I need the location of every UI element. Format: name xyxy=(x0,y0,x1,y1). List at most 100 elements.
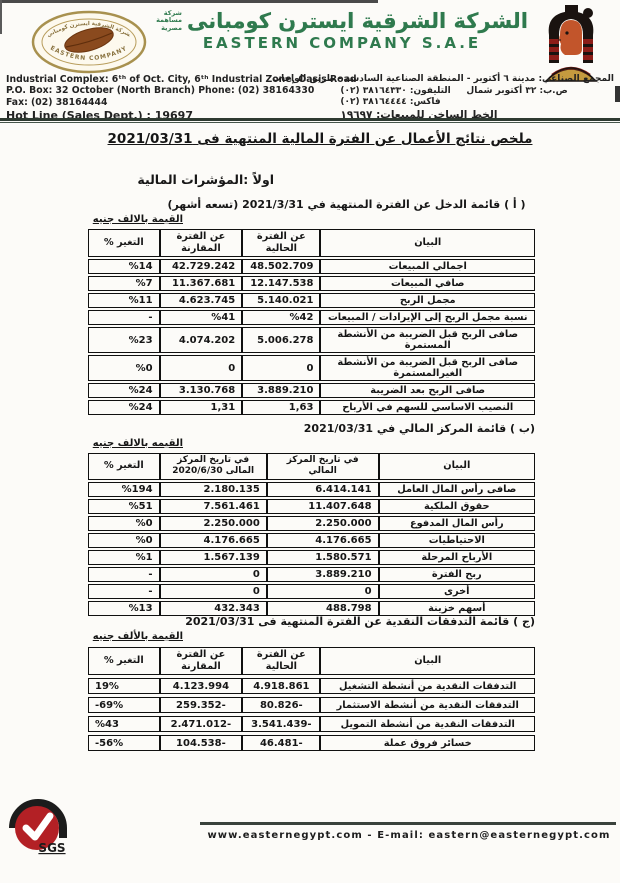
cell-item: النصيب الاساسي للسهم في الأرباح xyxy=(320,400,535,416)
letterhead: EASTERN COMPANY SAE الشركة الشرقية ايستر… xyxy=(0,4,620,82)
table-row: مجمل الربح 5.140.021 4.623.745 %11 xyxy=(88,293,535,309)
table-row: صافى الربح بعد الضريبة 3.889.210 3.130.768… xyxy=(88,383,535,399)
table-row: صافى رأس المال العامل 6.414.141 2.180.135%… xyxy=(88,481,535,497)
table-row: التدفقات النقدية من أنشطة الاستثمار 80.82… xyxy=(88,697,535,714)
svg-text:SGS: SGS xyxy=(38,841,65,855)
table-row: الاحتياطيات 4.176.665 4.176.665 %0 xyxy=(88,532,535,548)
column-header-item: البيان xyxy=(320,647,535,676)
cell-item: ربح الفترة xyxy=(378,566,535,582)
cell-change: %0 xyxy=(88,515,160,531)
column-header-item: البيان xyxy=(320,229,535,258)
cell-change: -69% xyxy=(88,697,160,714)
company-type-word: شركة xyxy=(163,8,182,17)
header-divider xyxy=(0,118,620,123)
cell-current: 2.250.000 xyxy=(266,515,379,531)
column-header-item: البيان xyxy=(378,453,535,480)
cell-comparative: 42.729.242 xyxy=(159,259,243,275)
cell-item: اجمالي المبيعات xyxy=(320,259,535,275)
cell-current: 12.147.538 xyxy=(242,276,321,292)
cell-comparative: 104.538- xyxy=(159,735,243,752)
cell-current: 488.798 xyxy=(266,600,379,616)
eastern-company-leaf-logo: EASTERN COMPANY SAE الشركة الشرقية ايستر… xyxy=(27,4,148,79)
cell-change: %23 xyxy=(88,327,160,354)
cell-item: صافى الربح بعد الضريبة xyxy=(320,383,535,399)
cell-item: الأرباح المرحلة xyxy=(378,549,535,565)
cell-change: - xyxy=(88,583,160,599)
cell-current: 80.826- xyxy=(242,697,321,714)
cell-item: صافى الربح قبل الضريبة من الأنشطة الغيرا… xyxy=(320,355,535,382)
address-line-en: P.O. Box: 32 October (North Branch) Phon… xyxy=(6,85,315,97)
cell-change: %24 xyxy=(88,400,160,416)
cell-change: %1 xyxy=(88,549,160,565)
cell-change: %14 xyxy=(88,259,160,275)
cell-item: مجمل الربح xyxy=(320,293,535,309)
header-row: البيان في تاريخ المركز المالي في تاريخ الم… xyxy=(88,453,535,480)
column-header-current: عن الفترة الحالية xyxy=(242,229,321,258)
cell-item: نسبة مجمل الربح إلى الإيرادات / المبيعات xyxy=(320,310,535,326)
cell-change: %51 xyxy=(88,498,160,514)
table-row: خسائر فروق عملة 46.481- 104.538- -56% xyxy=(88,735,535,752)
address-line-ar: ص.ب: ٣٢ أكتوبر شمال التليفون: ٣٨١٦٤٣٣٠ (… xyxy=(340,85,568,96)
cell-comparative: 1.567.139 xyxy=(159,549,267,565)
cell-item: صافي المبيعات xyxy=(320,276,535,292)
table-row: نسبة مجمل الربح إلى الإيرادات / المبيعات… xyxy=(88,310,535,326)
table-row: التدفقات النقدية من أنشطة التمويل 3.541.4… xyxy=(88,716,535,733)
cell-current: 3.541.439- xyxy=(242,716,321,733)
cell-comparative: 0 xyxy=(159,355,243,382)
cell-item: أسهم خزينة xyxy=(378,600,535,616)
cell-current: 3.889.210 xyxy=(266,566,379,582)
column-header-change: التغير % xyxy=(88,229,160,258)
cell-item: أخرى xyxy=(378,583,535,599)
column-header-comparative: عن الفترة المقارنة xyxy=(159,647,243,676)
cell-current: 5.140.021 xyxy=(242,293,321,309)
table-row: رأس المال المدفوع 2.250.000 2.250.000 %0 xyxy=(88,515,535,531)
cell-item: التدفقات النقدية من أنشطة التشغيل xyxy=(320,678,535,695)
column-header-change: التغير % xyxy=(88,453,160,480)
cell-change: - xyxy=(88,310,160,326)
cashflow-table: البيان عن الفترة الحالية عن الفترة المقارن… xyxy=(88,644,535,754)
cell-change: %194 xyxy=(88,481,160,497)
table-row: صافى الربح قبل الضريبة من الأنشطة الغيرا… xyxy=(88,355,535,382)
cell-comparative: 1,31 xyxy=(159,400,243,416)
address-line-ar: المجمع الصناعي: مدينة ٦ أكتوبر - المنطقة… xyxy=(272,74,614,84)
financial-position-section: (ب ) قائمة المركز المالي في 2021/03/31 ا… xyxy=(88,422,535,618)
address-arabic: المجمع الصناعي: مدينة ٦ أكتوبر - المنطقة… xyxy=(272,74,614,123)
cell-comparative: 7.561.461 xyxy=(159,498,267,514)
header-row: البيان عن الفترة الحالية عن الفترة المقارن… xyxy=(88,647,535,676)
column-header-current: في تاريخ المركز المالي xyxy=(266,453,379,480)
position-unit-note: القيمه بالالف جنيه xyxy=(92,438,183,449)
cell-current: 6.414.141 xyxy=(266,481,379,497)
cell-current: 4.918.861 xyxy=(242,678,321,695)
document-title: ملخص نتائج الأعمال عن الفترة المالية الم… xyxy=(107,131,533,147)
cell-item: خسائر فروق عملة xyxy=(320,735,535,752)
cell-change: %13 xyxy=(88,600,160,616)
column-header-current: عن الفترة الحالية xyxy=(242,647,321,676)
cashflow-section: (ج ) قائمة التدفقات النقدية عن الفترة ال… xyxy=(88,615,535,754)
cell-change: %0 xyxy=(88,532,160,548)
cell-change: -56% xyxy=(88,735,160,752)
cell-comparative: 4.623.745 xyxy=(159,293,243,309)
financial-position-table: البيان في تاريخ المركز المالي في تاريخ الم… xyxy=(88,451,535,618)
income-unit-note: القيمة بالالف جنيه xyxy=(92,214,183,225)
cell-item: التدفقات النقدية من أنشطة التمويل xyxy=(320,716,535,733)
address-line-en: Fax: (02) 38164444 xyxy=(6,96,108,108)
cell-current: 48.502.709 xyxy=(242,259,321,275)
table-row: التدفقات النقدية من أنشطة التشغيل 4.918.8… xyxy=(88,678,535,695)
cell-comparative: 4.123.994 xyxy=(159,678,243,695)
cell-current: 1,63 xyxy=(242,400,321,416)
cleopatra-logo xyxy=(536,5,606,89)
column-header-change: التغير % xyxy=(88,647,160,676)
cashflow-unit-note: القيمة بالألف جنيه xyxy=(92,631,183,642)
table-row: الأرباح المرحلة 1.580.571 1.567.139 %1 xyxy=(88,549,535,565)
table-row: أسهم خزينة 488.798 432.343 %13 xyxy=(88,600,535,616)
table-row: اجمالي المبيعات 48.502.709 42.729.242 %14 xyxy=(88,259,535,275)
header-row: البيان عن الفترة الحالية عن الفترة المقارن… xyxy=(88,229,535,258)
cell-change: %24 xyxy=(88,383,160,399)
cell-item: حقوق الملكية xyxy=(378,498,535,514)
table-row: أخرى 0 0- xyxy=(88,583,535,599)
cell-item: الاحتياطيات xyxy=(378,532,535,548)
column-header-comparative: في تاريخ المركز المالى 2020/6/30 xyxy=(159,453,267,480)
cell-item: صافى الربح قبل الضريبة من الأنشطة المستم… xyxy=(320,327,535,354)
cell-current: 0 xyxy=(266,583,379,599)
